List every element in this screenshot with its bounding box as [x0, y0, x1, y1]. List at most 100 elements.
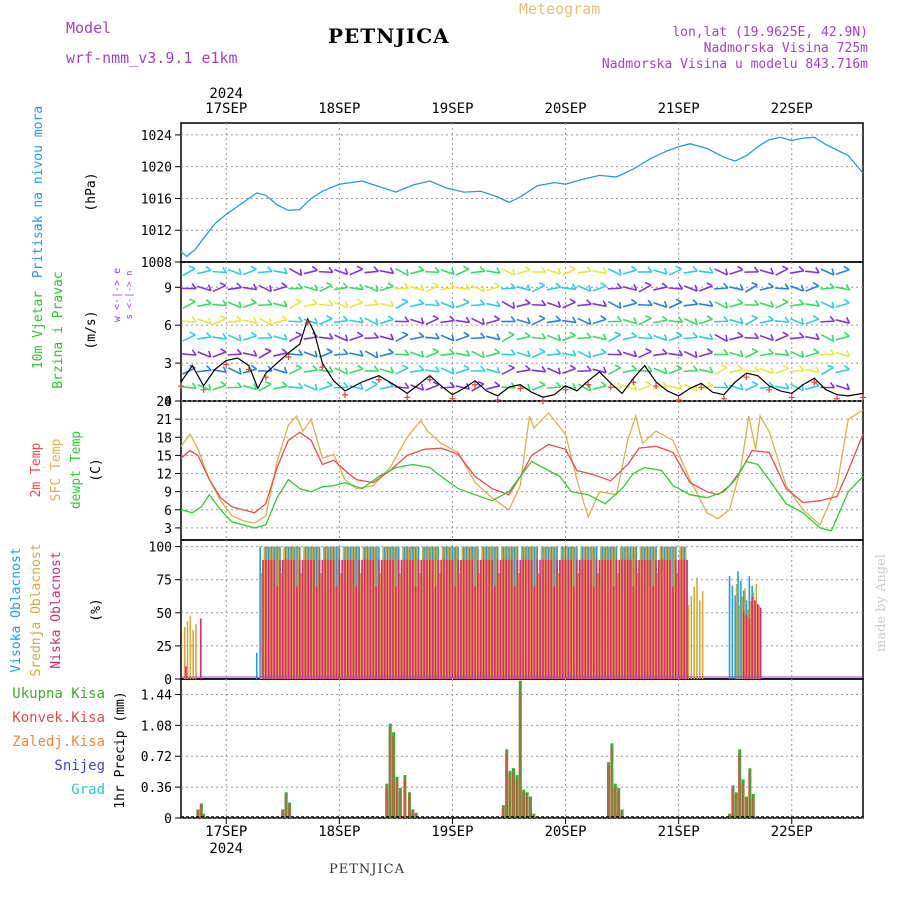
y-tick-label: 18 — [156, 431, 172, 446]
wind-barb — [486, 368, 500, 374]
wind-barb — [683, 350, 698, 359]
sfc-temp-line — [180, 409, 864, 526]
y-tick-label: 15 — [156, 449, 172, 464]
wind-barb — [356, 298, 364, 304]
wind-gust-marker — [539, 398, 546, 405]
wind-barb — [729, 335, 744, 341]
high-cloud-label: Visoka Oblacnost — [9, 547, 24, 672]
wind-barb — [349, 319, 364, 324]
cloud-unit: (%) — [89, 598, 104, 621]
wind-barb — [668, 287, 683, 290]
year-label-top: 2024 — [209, 86, 243, 102]
model-label: Model — [66, 19, 112, 37]
wind-barb — [501, 300, 515, 310]
precip-conv-bar — [522, 792, 524, 818]
wind-barb — [617, 349, 623, 356]
wind-barb — [418, 265, 425, 271]
wind-barb — [303, 369, 318, 373]
wind-barb — [311, 298, 318, 305]
wind-barb — [622, 302, 637, 308]
wind-barb — [404, 316, 410, 323]
wind-barb — [281, 282, 288, 288]
wind-barb — [729, 286, 744, 291]
wind-axis-title-2: Brzina i Pravac — [51, 271, 66, 388]
wind-barb — [588, 284, 592, 292]
wind-barb — [463, 298, 470, 304]
wind-barb — [561, 286, 577, 291]
wind-barb — [709, 333, 714, 340]
wind-barb — [387, 348, 394, 354]
wind-barb — [653, 352, 668, 357]
wind-barb — [614, 364, 622, 369]
wind-barb — [227, 319, 242, 324]
wind-barb — [622, 368, 637, 374]
wind-barb — [516, 302, 531, 308]
wind-barb — [790, 318, 804, 325]
wind-barb — [631, 331, 638, 338]
precip-conv-bar — [388, 727, 391, 818]
wind-barb — [675, 298, 683, 303]
wind-barb — [486, 335, 500, 341]
wind-barb — [258, 317, 272, 326]
lonlat-label: lon,lat (19.9625E, 42.9N) — [672, 25, 868, 40]
wind-barb — [753, 299, 760, 306]
wind-compass-label: w <-|-> e — [112, 268, 123, 322]
day-label-bottom: 18SEP — [318, 824, 360, 840]
wind-barb — [387, 381, 394, 387]
wind-barb — [463, 331, 470, 337]
wind-barb — [318, 384, 333, 391]
wind-barb — [725, 268, 729, 276]
wind-barb — [496, 366, 501, 374]
wind-barb — [425, 384, 440, 391]
wind-barb — [723, 382, 729, 389]
meteogram-label: Meteogram — [519, 0, 601, 18]
wind-barb — [592, 285, 607, 292]
wind-barb — [319, 317, 333, 326]
wind-barb — [709, 366, 714, 374]
day-label-top: 17SEP — [205, 101, 247, 117]
wind-barb — [744, 317, 758, 326]
wind-barb — [607, 268, 622, 276]
wind-barb — [754, 365, 760, 373]
wind-barb — [208, 383, 212, 391]
wind-barb — [759, 367, 774, 375]
wind-barb — [555, 315, 562, 321]
wind-barb — [379, 352, 394, 357]
wind-barb — [531, 350, 546, 359]
wind-barb — [714, 366, 728, 376]
wind-barb — [799, 365, 805, 372]
wind-barb — [577, 270, 592, 274]
wind-barb — [410, 384, 424, 391]
wind-barb — [318, 336, 333, 340]
wind-barb — [512, 301, 516, 309]
wind-barb — [395, 268, 409, 276]
y-tick-label: 0 — [164, 395, 172, 410]
wind-barb — [420, 383, 425, 391]
wind-barb — [577, 317, 591, 326]
wind-barb — [342, 348, 349, 355]
wind-barb — [379, 385, 394, 390]
pressure-line — [180, 136, 864, 258]
wind-barb — [829, 382, 836, 389]
wind-barb — [440, 319, 455, 324]
wind-barb — [356, 265, 364, 270]
wind-barb — [334, 334, 348, 342]
wind-barb — [258, 284, 272, 293]
wind-barb — [258, 350, 272, 359]
wind-barb — [349, 301, 364, 309]
wind-barb — [820, 301, 835, 309]
wind-barb — [561, 352, 577, 357]
wind-barb — [389, 300, 395, 307]
wind-barb — [618, 301, 622, 309]
wind-barb — [616, 315, 623, 322]
wind-barb — [242, 368, 257, 374]
wind-barb — [602, 267, 608, 274]
wind-barb — [555, 348, 562, 355]
wind-barb — [297, 316, 304, 323]
wind-barb — [633, 383, 638, 391]
wind-barb — [253, 349, 258, 357]
wind-barb — [813, 348, 820, 354]
wind-barb — [600, 348, 607, 354]
wind-barb — [789, 369, 805, 373]
wind-barb — [349, 368, 364, 374]
